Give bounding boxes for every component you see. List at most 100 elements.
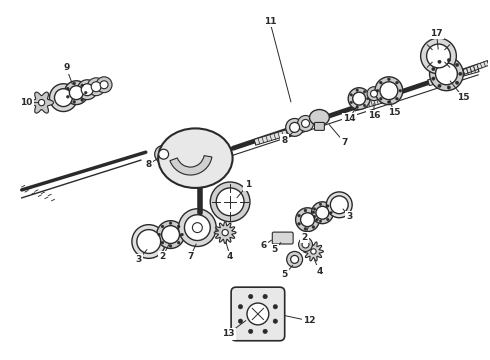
Circle shape (363, 104, 366, 107)
Circle shape (313, 215, 316, 218)
Text: 8: 8 (282, 136, 288, 145)
Circle shape (399, 89, 402, 92)
Circle shape (210, 182, 250, 222)
Circle shape (273, 319, 277, 323)
Circle shape (447, 58, 450, 62)
Text: 16: 16 (368, 111, 380, 120)
Circle shape (248, 294, 253, 299)
Circle shape (263, 329, 268, 334)
Text: 15: 15 (388, 108, 400, 117)
Circle shape (300, 213, 315, 227)
Circle shape (326, 192, 352, 218)
Circle shape (436, 63, 457, 85)
Circle shape (70, 86, 83, 100)
Text: 11: 11 (264, 17, 276, 26)
Circle shape (311, 249, 316, 254)
Circle shape (313, 208, 316, 210)
Ellipse shape (158, 129, 233, 188)
FancyBboxPatch shape (231, 287, 285, 341)
Circle shape (438, 60, 441, 63)
Circle shape (157, 221, 184, 248)
Circle shape (184, 215, 210, 240)
Ellipse shape (310, 109, 329, 125)
Circle shape (379, 81, 382, 84)
Circle shape (459, 72, 462, 76)
Circle shape (77, 80, 97, 100)
Text: 4: 4 (227, 252, 233, 261)
Circle shape (330, 196, 348, 214)
Circle shape (81, 99, 84, 102)
Text: 13: 13 (222, 329, 234, 338)
Circle shape (367, 98, 369, 100)
Circle shape (316, 206, 329, 219)
Circle shape (297, 222, 300, 225)
Circle shape (312, 202, 333, 224)
Circle shape (388, 78, 390, 81)
Circle shape (181, 233, 183, 236)
Circle shape (100, 81, 108, 89)
Circle shape (455, 81, 459, 85)
Polygon shape (303, 242, 323, 261)
Circle shape (312, 226, 315, 229)
Circle shape (301, 120, 310, 127)
Circle shape (96, 77, 112, 93)
Text: 2: 2 (301, 233, 308, 242)
Circle shape (67, 87, 69, 90)
Circle shape (432, 77, 435, 80)
Wedge shape (170, 156, 212, 175)
Circle shape (169, 244, 172, 247)
Circle shape (297, 214, 300, 217)
Circle shape (290, 122, 299, 132)
Circle shape (49, 84, 77, 112)
Circle shape (54, 89, 73, 107)
Circle shape (395, 81, 398, 84)
Circle shape (64, 81, 88, 105)
Circle shape (84, 91, 87, 94)
Text: 7: 7 (341, 138, 347, 147)
Circle shape (438, 84, 441, 87)
Text: 14: 14 (343, 114, 356, 123)
Text: 5: 5 (282, 270, 288, 279)
Circle shape (319, 203, 322, 206)
Circle shape (350, 101, 352, 104)
Circle shape (326, 205, 329, 207)
Polygon shape (254, 127, 295, 145)
Circle shape (248, 329, 253, 334)
Circle shape (447, 86, 450, 89)
Circle shape (298, 238, 313, 251)
Circle shape (238, 305, 243, 309)
Circle shape (379, 97, 382, 100)
Circle shape (67, 95, 69, 98)
Circle shape (81, 84, 84, 87)
Circle shape (38, 99, 45, 106)
Circle shape (420, 38, 456, 74)
Text: 8: 8 (146, 159, 152, 168)
Circle shape (427, 44, 450, 68)
Circle shape (380, 82, 398, 100)
Circle shape (432, 67, 435, 71)
Circle shape (304, 209, 307, 212)
Polygon shape (453, 60, 489, 78)
Circle shape (388, 101, 390, 103)
Circle shape (132, 225, 166, 258)
Circle shape (291, 255, 298, 264)
Circle shape (137, 230, 161, 253)
Text: 2: 2 (160, 252, 166, 261)
Text: 10: 10 (21, 98, 33, 107)
Circle shape (330, 211, 332, 214)
Circle shape (287, 251, 302, 267)
Text: 3: 3 (136, 255, 142, 264)
Circle shape (263, 294, 268, 299)
Circle shape (162, 226, 179, 243)
Text: 1: 1 (245, 180, 251, 189)
Circle shape (91, 82, 101, 92)
Circle shape (430, 57, 464, 91)
Text: 7: 7 (187, 252, 194, 261)
Circle shape (222, 229, 228, 236)
Circle shape (273, 305, 277, 309)
Text: 6: 6 (261, 241, 267, 250)
Circle shape (375, 77, 403, 105)
Circle shape (304, 228, 307, 230)
Circle shape (455, 63, 459, 67)
Circle shape (159, 149, 169, 159)
